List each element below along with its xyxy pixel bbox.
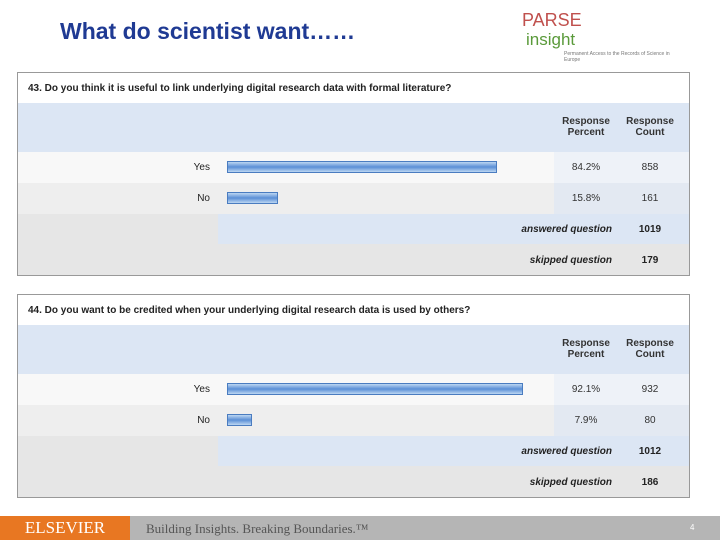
answered-label: answered question [521, 224, 612, 235]
percent-bar [227, 161, 498, 173]
percent-text: 92.1% [571, 384, 601, 395]
percent-bar [227, 192, 278, 204]
answer-label: No [197, 193, 210, 204]
count-text: 858 [641, 162, 659, 173]
skipped-label: skipped question [529, 255, 612, 266]
percent-bar [227, 383, 523, 395]
footer-slogan: Building Insights. Breaking Boundaries.™ [146, 521, 369, 536]
answered-label: answered question [521, 446, 612, 457]
header-band [18, 103, 689, 152]
column-header: Response Percent [562, 338, 610, 360]
logo: PARSE insight Permanent Access to the Re… [516, 6, 686, 64]
logo-line2: insight [526, 30, 576, 49]
answered-band [218, 214, 689, 244]
answer-cell [554, 374, 689, 405]
answered-count: 1019 [638, 224, 662, 235]
question: 43. Do you think it is useful to link un… [28, 83, 452, 94]
answer-cell [554, 405, 689, 436]
header-band [18, 325, 689, 374]
count-text: 161 [641, 193, 659, 204]
answer-label: No [197, 415, 210, 426]
column-header: Response Count [626, 338, 674, 360]
answered-count: 1012 [638, 446, 662, 457]
count-text: 80 [644, 415, 656, 426]
skipped-label: skipped question [529, 477, 612, 488]
answer-cell [554, 183, 689, 214]
logo-line1: PARSE [522, 10, 582, 30]
footer-brand: ELSEVIER [0, 516, 130, 540]
skipped-count: 186 [641, 477, 659, 488]
percent-bar [227, 414, 253, 426]
survey-table: 44. Do you want to be credited when your… [17, 294, 690, 498]
column-header: Response Percent [562, 116, 610, 138]
logo-tagline: Permanent Access to the Records of Scien… [564, 51, 670, 63]
answer-label: Yes [193, 384, 210, 395]
answered-band [218, 436, 689, 466]
answer-label: Yes [193, 162, 210, 173]
column-header: Response Count [626, 116, 674, 138]
question: 44. Do you want to be credited when your… [28, 305, 471, 316]
percent-text: 7.9% [574, 415, 598, 426]
footer: ELSEVIER Building Insights. Breaking Bou… [0, 516, 720, 540]
answer-cell [554, 152, 689, 183]
percent-text: 15.8% [571, 193, 601, 204]
count-text: 932 [641, 384, 659, 395]
percent-text: 84.2% [571, 162, 601, 173]
slide-title: What do scientist want…… [60, 18, 356, 44]
page-number: 4 [690, 523, 695, 532]
survey-table: 43. Do you think it is useful to link un… [17, 72, 690, 276]
skipped-count: 179 [641, 255, 659, 266]
